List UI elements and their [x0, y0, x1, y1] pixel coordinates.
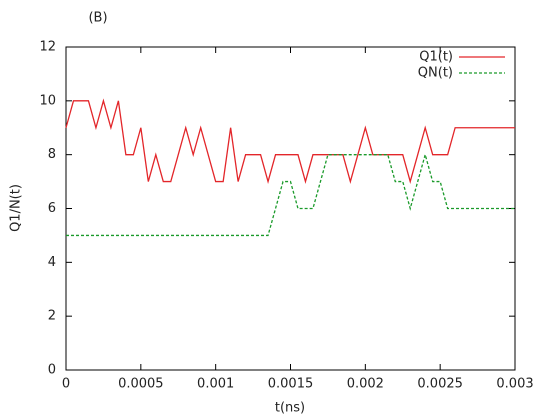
legend-label: QN(t) [418, 66, 453, 81]
y-axis-label: Q1/N(t) [9, 184, 24, 232]
series-line [65, 98, 515, 185]
x-tick-label: 0.002 [347, 377, 384, 392]
series-line [66, 152, 515, 237]
x-tick-label: 0 [62, 377, 70, 392]
x-axis-label: t(ns) [275, 401, 305, 416]
y-tick-label: 0 [48, 363, 56, 378]
legend-label: Q1(t) [419, 50, 453, 65]
y-tick-label: 2 [48, 309, 56, 324]
x-tick-label: 0.0015 [268, 377, 314, 392]
y-tick-label: 6 [48, 201, 56, 216]
y-tick-label: 8 [48, 147, 56, 162]
x-tick-label: 0.0005 [118, 377, 164, 392]
x-tick-label: 0.0025 [417, 377, 463, 392]
x-tick-label: 0.001 [197, 377, 234, 392]
y-tick-label: 10 [39, 93, 56, 108]
y-tick-label: 4 [48, 255, 56, 270]
x-tick-label: 0.003 [496, 377, 533, 392]
chart-title: (B) [88, 11, 107, 26]
y-tick-label: 12 [39, 40, 56, 55]
